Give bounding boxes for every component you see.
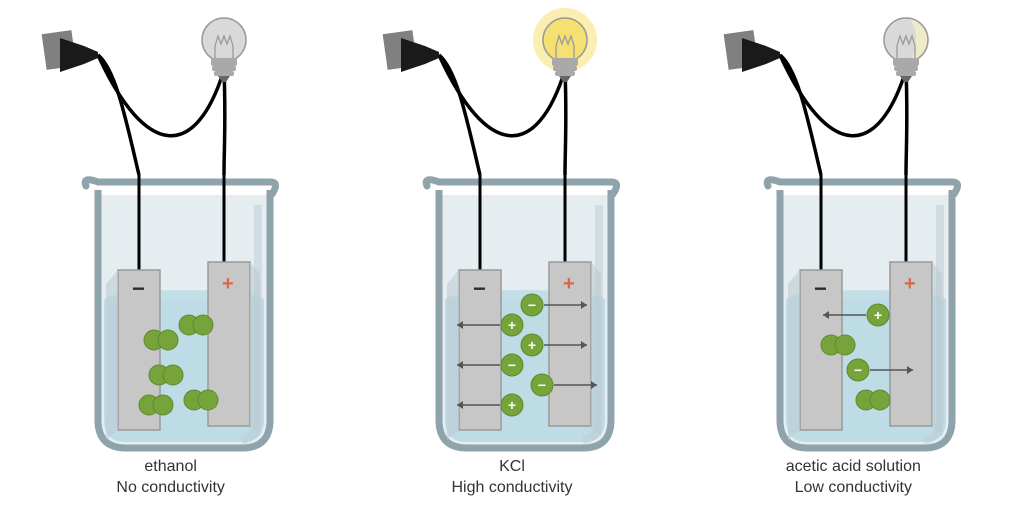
svg-text:−: −: [473, 276, 486, 301]
apparatus-svg: −+−++−−+: [347, 0, 677, 460]
conductivity-level: High conductivity: [347, 478, 677, 499]
svg-text:+: +: [563, 273, 575, 295]
svg-text:−: −: [538, 377, 546, 393]
svg-text:+: +: [904, 273, 916, 295]
setup-label: KClHigh conductivity: [347, 457, 677, 499]
conductivity-level: No conductivity: [6, 478, 336, 499]
svg-text:−: −: [814, 276, 827, 301]
diagram-row: −+ethanolNo conductivity−+−++−−+KClHigh …: [0, 0, 1024, 509]
svg-text:+: +: [528, 337, 536, 353]
svg-text:+: +: [508, 317, 516, 333]
svg-text:−: −: [528, 297, 536, 313]
substance-name: acetic acid solution: [688, 457, 1018, 478]
apparatus-svg: −+: [6, 0, 336, 460]
conductivity-setup-ethanol: −+ethanolNo conductivity: [6, 0, 336, 509]
setup-label: acetic acid solutionLow conductivity: [688, 457, 1018, 499]
substance-name: KCl: [347, 457, 677, 478]
conductivity-setup-acetic: − + + − acetic acid solutionLow conductivity: [688, 0, 1018, 509]
apparatus-svg: − + + −: [688, 0, 1018, 460]
setup-label: ethanolNo conductivity: [6, 457, 336, 499]
svg-text:+: +: [874, 307, 882, 323]
substance-name: ethanol: [6, 457, 336, 478]
svg-text:−: −: [854, 362, 862, 378]
conductivity-level: Low conductivity: [688, 478, 1018, 499]
svg-text:+: +: [508, 397, 516, 413]
svg-text:+: +: [222, 273, 234, 295]
svg-text:−: −: [508, 357, 516, 373]
conductivity-setup-kcl: −+−++−−+KClHigh conductivity: [347, 0, 677, 509]
svg-text:−: −: [132, 276, 145, 301]
